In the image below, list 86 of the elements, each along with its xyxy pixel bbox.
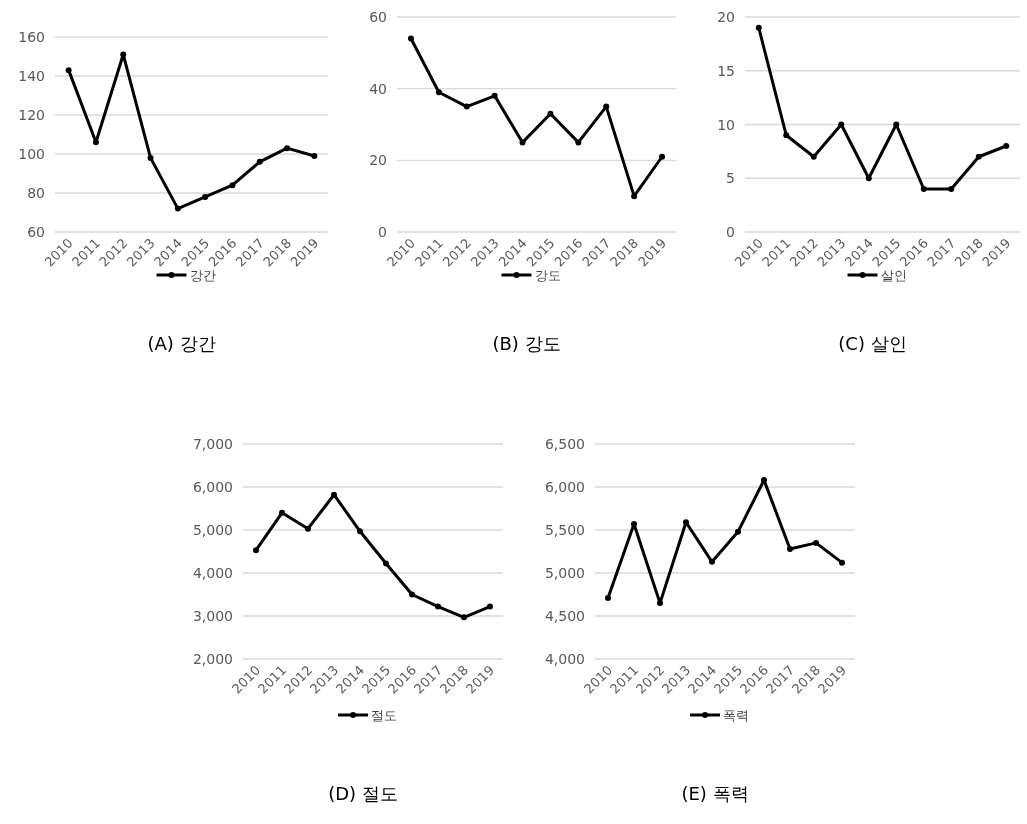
y-tick-label: 60 (369, 9, 387, 25)
point (174, 205, 181, 212)
y-tick-label: 60 (27, 224, 45, 240)
text: (C) 살인 (838, 333, 907, 354)
point (256, 158, 263, 165)
point (839, 559, 845, 566)
y-tick-label: 6,000 (544, 479, 585, 495)
y-tick-label: 120 (18, 107, 45, 123)
text: (B) 강도 (492, 333, 561, 354)
y-tick-label: 15 (717, 62, 735, 79)
point (407, 35, 414, 42)
y-tick-label: 80 (27, 185, 45, 201)
point (120, 51, 127, 58)
point (605, 594, 611, 601)
point (461, 614, 467, 621)
point (893, 121, 900, 128)
point (603, 103, 610, 110)
legend-label: 폭력 (723, 708, 749, 723)
point (229, 182, 236, 189)
point (657, 600, 663, 607)
y-tick-label: 5,000 (544, 565, 585, 581)
point (920, 186, 927, 192)
point (357, 528, 363, 535)
point (284, 145, 291, 152)
y-tick-label: 40 (369, 80, 387, 97)
point (487, 603, 493, 610)
point (659, 153, 666, 160)
legend-label: 살인 (880, 268, 907, 283)
point (813, 539, 819, 546)
y-tick-label: 4,000 (544, 651, 585, 667)
y-tick-label: 140 (18, 68, 45, 84)
point (147, 154, 154, 161)
point (279, 509, 285, 516)
point (383, 560, 389, 567)
point (547, 110, 554, 117)
y-tick-label: 0 (726, 224, 735, 240)
point (463, 103, 470, 110)
point (810, 153, 817, 160)
point (631, 520, 637, 527)
y-tick-label: 20 (717, 9, 735, 25)
point (709, 558, 715, 565)
point (311, 152, 318, 159)
y-tick-label: 4,000 (192, 565, 233, 581)
y-tick-label: 5,500 (544, 522, 585, 538)
point (305, 525, 311, 532)
point (202, 193, 209, 200)
point (435, 89, 442, 96)
legend-label: 강도 (534, 268, 561, 283)
y-tick-label: 100 (18, 146, 45, 162)
point (1003, 143, 1010, 149)
point (519, 139, 526, 146)
point (631, 193, 638, 200)
y-tick-label: 160 (18, 29, 45, 45)
point (948, 186, 955, 192)
y-tick-label: 5 (726, 170, 735, 187)
point (755, 24, 762, 31)
legend-label: 강간 (189, 268, 216, 283)
point (253, 547, 259, 554)
point (491, 92, 498, 99)
point (92, 139, 99, 146)
text: (A) 강간 (147, 333, 216, 354)
point (838, 121, 845, 128)
y-tick-label: 2,000 (192, 651, 233, 667)
text: (D) 절도 (328, 783, 398, 804)
y-tick-label: 10 (717, 116, 735, 133)
y-tick-label: 4,500 (544, 608, 585, 624)
point (435, 603, 441, 610)
y-tick-label: 20 (369, 152, 387, 169)
y-tick-label: 3,000 (192, 608, 233, 624)
legend-label: 절도 (371, 708, 397, 723)
point (783, 132, 790, 139)
y-tick-label: 6,500 (544, 436, 585, 452)
y-tick-label: 6,000 (192, 479, 233, 495)
y-tick-label: 7,000 (192, 436, 233, 452)
y-tick-label: 5,000 (192, 522, 233, 538)
point (761, 477, 767, 484)
point (735, 528, 741, 535)
point (865, 175, 872, 182)
point (409, 591, 415, 598)
point (575, 139, 582, 146)
point (65, 67, 72, 74)
text: (E) 폭력 (681, 783, 749, 804)
point (975, 153, 982, 160)
point (683, 519, 689, 526)
point (787, 545, 793, 552)
y-tick-label: 0 (378, 224, 387, 240)
